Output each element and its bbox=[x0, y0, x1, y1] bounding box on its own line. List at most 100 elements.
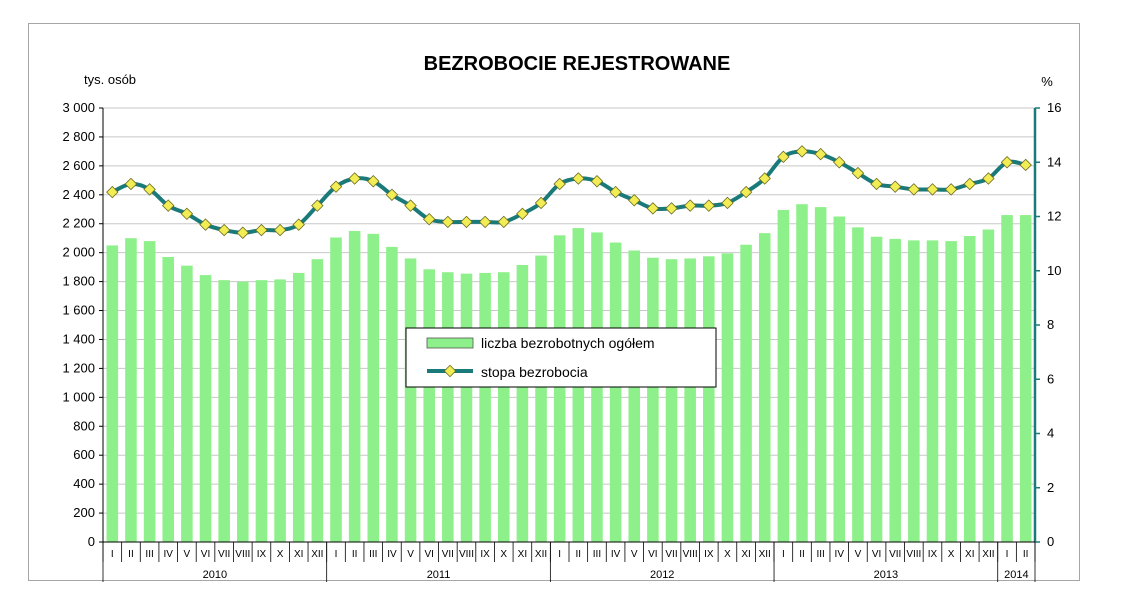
bar bbox=[628, 250, 641, 542]
bar bbox=[665, 259, 678, 542]
bar bbox=[106, 245, 119, 542]
rate-point bbox=[404, 199, 417, 212]
rate-point bbox=[851, 166, 865, 180]
month-label: VI bbox=[424, 549, 433, 560]
bar bbox=[684, 258, 696, 542]
bar bbox=[386, 246, 398, 542]
month-label: VII bbox=[665, 549, 677, 560]
month-label: I bbox=[558, 549, 561, 560]
month-label: VI bbox=[648, 549, 657, 560]
bar bbox=[1019, 215, 1032, 542]
right-tick-label: 10 bbox=[1047, 263, 1061, 278]
month-label: III bbox=[593, 549, 601, 560]
line-series bbox=[106, 145, 1032, 239]
right-axis-unit-label: % bbox=[1041, 74, 1053, 89]
bar bbox=[926, 240, 939, 542]
month-label: V bbox=[631, 549, 638, 560]
rate-point bbox=[702, 199, 716, 212]
month-label: VII bbox=[218, 549, 230, 560]
chart: BEZROBOCIE REJESTROWANE tys. osób % 0200… bbox=[62, 53, 1061, 582]
month-label: III bbox=[369, 549, 377, 560]
bar bbox=[292, 272, 305, 542]
year-label: 2010 bbox=[203, 569, 227, 581]
x-axis-labels: I II III IV V VI VII VIII IX X XI XII I II III IV V VI VII… bbox=[102, 542, 1036, 582]
rate-point bbox=[534, 196, 548, 210]
left-tick-label: 600 bbox=[73, 447, 95, 462]
bar bbox=[982, 229, 995, 542]
rate-point bbox=[777, 150, 790, 164]
left-tick-label: 800 bbox=[73, 418, 95, 433]
rate-point bbox=[888, 180, 902, 193]
rate-point bbox=[590, 175, 604, 188]
right-tick-label: 14 bbox=[1047, 154, 1061, 169]
bar bbox=[237, 281, 249, 542]
bar bbox=[255, 280, 268, 542]
bar bbox=[740, 244, 752, 542]
bar bbox=[647, 257, 659, 542]
rate-point bbox=[944, 183, 958, 196]
rate-point bbox=[758, 172, 771, 185]
month-label: IV bbox=[164, 549, 174, 560]
rate-point bbox=[907, 183, 921, 196]
rate-point bbox=[1019, 158, 1032, 172]
bar bbox=[442, 272, 454, 542]
rate-point bbox=[516, 207, 529, 221]
year-label: 2013 bbox=[874, 569, 898, 581]
rate-point bbox=[646, 202, 660, 215]
rate-line bbox=[111, 149, 1027, 235]
month-label: XII bbox=[759, 549, 771, 560]
month-label: X bbox=[948, 549, 955, 560]
rate-point bbox=[329, 180, 343, 193]
left-tick-label: 2 400 bbox=[62, 187, 95, 202]
rate-point bbox=[795, 145, 809, 158]
month-label: IX bbox=[704, 549, 714, 560]
month-label: II bbox=[128, 549, 134, 560]
rate-point bbox=[106, 185, 119, 199]
rate-point bbox=[441, 215, 455, 229]
bar bbox=[703, 256, 715, 542]
month-label: II bbox=[576, 549, 582, 560]
rate-point bbox=[217, 223, 231, 237]
month-label: XI bbox=[518, 549, 527, 560]
right-tick-label: 6 bbox=[1047, 371, 1054, 386]
month-label: II bbox=[352, 549, 358, 560]
legend-line-marker bbox=[443, 364, 457, 378]
left-tick-label: 0 bbox=[88, 534, 95, 549]
right-tick-label: 0 bbox=[1047, 534, 1054, 549]
rate-point bbox=[683, 199, 697, 212]
bar bbox=[758, 233, 771, 543]
rate-point bbox=[609, 185, 622, 199]
bar bbox=[367, 233, 380, 543]
month-label: IV bbox=[835, 549, 845, 560]
left-tick-label: 1 200 bbox=[62, 360, 95, 375]
rate-point bbox=[311, 199, 324, 212]
right-tick-label: 16 bbox=[1047, 100, 1061, 115]
rate-point bbox=[478, 215, 492, 229]
rate-point bbox=[870, 177, 883, 191]
month-label: XI bbox=[294, 549, 303, 560]
rate-point bbox=[143, 183, 156, 196]
left-tick-label: 2 000 bbox=[62, 245, 95, 260]
month-label: VI bbox=[872, 549, 881, 560]
rate-point bbox=[572, 172, 585, 185]
month-label: I bbox=[111, 549, 114, 560]
bar bbox=[143, 241, 156, 543]
bar bbox=[870, 236, 883, 542]
bar bbox=[199, 275, 212, 542]
bar bbox=[330, 237, 342, 542]
right-tick-label: 4 bbox=[1047, 426, 1054, 441]
month-label: XII bbox=[311, 549, 323, 560]
rate-point bbox=[926, 183, 939, 196]
month-label: IV bbox=[387, 549, 397, 560]
bar bbox=[311, 259, 324, 542]
bar bbox=[479, 272, 491, 542]
left-tick-label: 2 600 bbox=[62, 158, 95, 173]
chart-title: BEZROBOCIE REJESTROWANE bbox=[424, 53, 731, 75]
rate-point bbox=[367, 175, 380, 188]
bar bbox=[963, 236, 976, 542]
right-tick-label: 8 bbox=[1047, 317, 1054, 332]
month-label: X bbox=[500, 549, 507, 560]
rate-point bbox=[739, 185, 753, 199]
rate-point bbox=[199, 218, 212, 231]
month-label: VIII bbox=[683, 549, 698, 560]
